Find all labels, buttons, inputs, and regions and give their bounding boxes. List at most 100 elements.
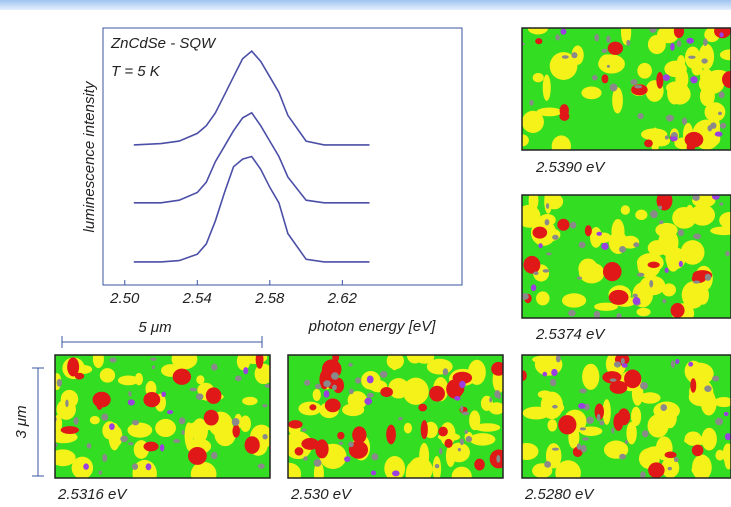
map-blob [522, 293, 529, 300]
map-blob [594, 403, 604, 421]
map-blob [559, 104, 569, 117]
map-blob [608, 289, 629, 305]
scale-label: 3 μm [13, 405, 30, 438]
map-frame [287, 354, 504, 479]
map-blob [664, 451, 677, 459]
map-blob [670, 360, 675, 368]
map-blob [55, 431, 78, 444]
map-blob [439, 447, 443, 455]
map-blob [109, 423, 115, 430]
map-blob [670, 136, 678, 142]
map-blob [545, 203, 550, 209]
map-blob [538, 243, 543, 249]
map-blob [257, 463, 265, 469]
map-blob [232, 424, 241, 438]
map-blob [579, 388, 587, 394]
map-blob [331, 372, 339, 380]
map-blob [426, 358, 453, 375]
map-blob [355, 377, 362, 384]
map-blob [710, 226, 731, 236]
map-blob [294, 447, 304, 456]
map-blob [571, 52, 578, 59]
map-blob [725, 250, 730, 257]
map-blob [349, 388, 354, 395]
map-blob [530, 284, 537, 292]
map-blob [700, 68, 713, 85]
map-blob [551, 447, 560, 451]
map-blob [549, 52, 578, 80]
map-blob [673, 28, 685, 38]
map-blob [117, 375, 139, 386]
map-blob [719, 202, 724, 206]
map-blob [552, 234, 559, 240]
map-blob [161, 391, 166, 398]
map-blob [665, 115, 672, 120]
map-blob [690, 378, 697, 393]
map-blob [384, 455, 406, 478]
map-blob [348, 441, 354, 448]
map-image [288, 355, 503, 478]
map-blob [131, 463, 139, 470]
map-blob [676, 40, 682, 47]
map-blob [420, 420, 428, 440]
map-blob [55, 449, 76, 467]
map-blob [636, 272, 645, 277]
map-blob [714, 396, 731, 408]
map-blob [127, 422, 153, 438]
map-blob [191, 418, 208, 444]
map-blob [159, 444, 165, 452]
map-blob [640, 471, 646, 478]
map-blob [86, 443, 92, 449]
map-blob [535, 38, 543, 45]
map-blob [662, 298, 667, 304]
map-blob [352, 426, 367, 444]
map-blob [586, 416, 594, 424]
map-blob [332, 355, 340, 363]
map-blob [489, 449, 503, 469]
map-blob [688, 361, 694, 367]
map-blob [581, 86, 602, 100]
map-blob [601, 74, 609, 84]
map-blob [675, 358, 680, 365]
map-blob [691, 61, 703, 76]
map-blob [190, 461, 217, 478]
map-blob [189, 387, 198, 392]
map-blob [315, 439, 329, 459]
map-blob [547, 419, 558, 432]
map-blob [210, 451, 218, 460]
map-blob [188, 446, 207, 465]
map-blob [719, 122, 727, 129]
map-blob [532, 72, 544, 83]
map-blob [686, 37, 695, 44]
map-blob [601, 242, 609, 250]
map-blob [474, 458, 485, 471]
map-blob [366, 375, 374, 384]
map-blob [155, 418, 176, 438]
map-blob [609, 378, 617, 382]
x-tick-label: 2.62 [327, 290, 358, 307]
map-blob [491, 361, 503, 376]
map-blob [301, 428, 307, 432]
map-blob [60, 389, 79, 409]
map-blob [465, 436, 473, 443]
map-blob [611, 427, 615, 434]
map-blob [303, 456, 308, 461]
map-blob [690, 76, 698, 84]
map-blob [537, 390, 552, 399]
map-blob [344, 456, 351, 462]
map-blob [620, 205, 631, 215]
map-blob [658, 205, 663, 210]
map-blob [561, 293, 587, 308]
map-blob [545, 195, 564, 210]
map-blob [659, 220, 664, 225]
map-blob [323, 380, 331, 388]
map-label: 2.530 eV [290, 486, 353, 503]
spectrum-line [133, 111, 370, 204]
map-blob [434, 463, 440, 469]
map-blob [621, 363, 628, 368]
map-blob [143, 441, 159, 452]
map-blob [406, 355, 423, 364]
map-blob [647, 34, 666, 55]
map-blob [323, 390, 330, 398]
map-blob [684, 435, 710, 446]
